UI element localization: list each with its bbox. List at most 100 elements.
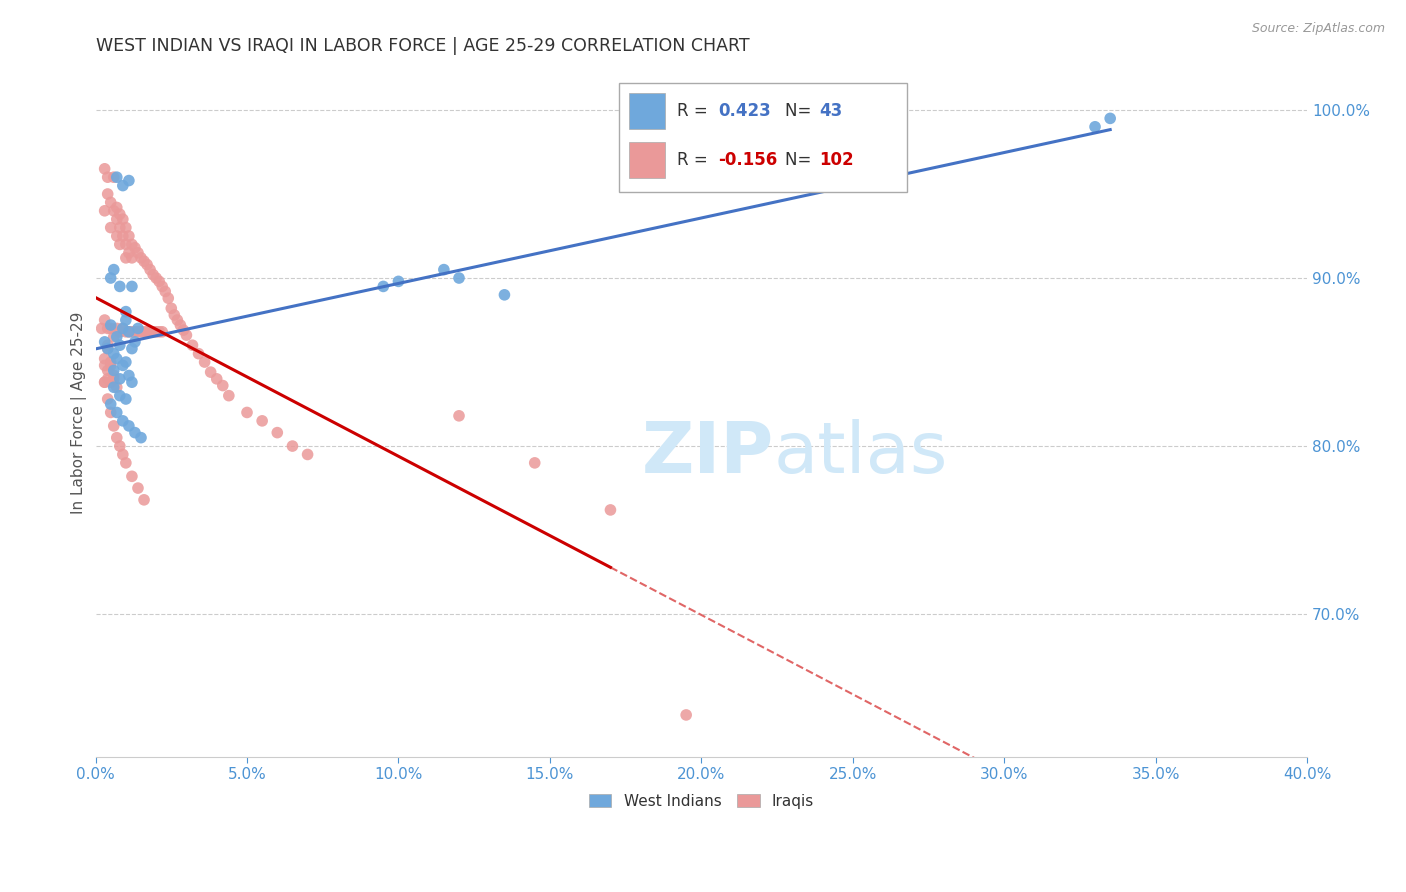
Point	[111, 321, 134, 335]
Point	[523, 456, 546, 470]
Point	[387, 274, 409, 288]
Text: 0.423: 0.423	[718, 103, 770, 120]
Point	[108, 389, 131, 403]
Point	[105, 330, 128, 344]
Point	[111, 178, 134, 193]
Point	[108, 207, 131, 221]
Point	[163, 308, 186, 322]
Point	[194, 355, 217, 369]
Point	[105, 170, 128, 185]
Point	[200, 365, 222, 379]
Text: WEST INDIAN VS IRAQI IN LABOR FORCE | AGE 25-29 CORRELATION CHART: WEST INDIAN VS IRAQI IN LABOR FORCE | AG…	[96, 37, 749, 55]
Point	[447, 409, 470, 423]
Point	[281, 439, 304, 453]
Point	[93, 351, 115, 366]
Point	[111, 212, 134, 227]
Point	[100, 318, 122, 332]
Point	[115, 325, 138, 339]
Point	[373, 279, 395, 293]
Point	[494, 288, 516, 302]
Point	[121, 375, 143, 389]
Point	[100, 220, 122, 235]
Point	[90, 321, 112, 335]
Point	[675, 707, 697, 722]
Point	[150, 325, 173, 339]
Point	[118, 229, 141, 244]
Point	[142, 268, 165, 282]
Point	[115, 237, 138, 252]
Point	[176, 328, 198, 343]
Point	[599, 503, 621, 517]
Point	[108, 325, 131, 339]
Point	[118, 173, 141, 187]
Point	[93, 161, 115, 176]
Point	[105, 229, 128, 244]
Point	[97, 321, 120, 335]
Point	[115, 313, 138, 327]
Point	[118, 418, 141, 433]
Point	[121, 279, 143, 293]
Point	[124, 334, 146, 349]
Point	[433, 262, 456, 277]
FancyBboxPatch shape	[628, 142, 665, 178]
Point	[108, 237, 131, 252]
Point	[97, 338, 120, 352]
Point	[100, 405, 122, 419]
Point	[129, 325, 152, 339]
Point	[181, 338, 204, 352]
Point	[155, 285, 177, 299]
FancyBboxPatch shape	[619, 83, 907, 192]
Point	[115, 304, 138, 318]
Point	[132, 492, 155, 507]
Point	[145, 271, 167, 285]
Point	[211, 378, 233, 392]
Point	[105, 431, 128, 445]
Text: atlas: atlas	[773, 419, 949, 488]
Point	[111, 321, 134, 335]
Point	[103, 380, 125, 394]
Point	[118, 325, 141, 339]
Point	[121, 325, 143, 339]
Text: 102: 102	[818, 151, 853, 169]
Point	[127, 481, 149, 495]
Point	[139, 325, 162, 339]
Point	[145, 325, 167, 339]
Point	[108, 439, 131, 453]
Text: N=: N=	[785, 151, 817, 169]
Point	[447, 271, 470, 285]
Text: N=: N=	[785, 103, 817, 120]
Point	[115, 392, 138, 406]
Point	[108, 279, 131, 293]
Point	[127, 321, 149, 335]
Point	[169, 318, 191, 332]
Point	[100, 321, 122, 335]
Point	[142, 325, 165, 339]
Point	[97, 363, 120, 377]
Point	[1099, 112, 1122, 126]
Text: R =: R =	[678, 151, 713, 169]
Text: R =: R =	[678, 103, 713, 120]
Point	[100, 355, 122, 369]
Point	[157, 291, 180, 305]
Point	[103, 372, 125, 386]
Point	[111, 447, 134, 461]
Point	[108, 220, 131, 235]
Point	[103, 363, 125, 377]
Legend: West Indians, Iraqis: West Indians, Iraqis	[582, 788, 820, 814]
Point	[124, 325, 146, 339]
Point	[266, 425, 288, 440]
Point	[100, 271, 122, 285]
Point	[93, 313, 115, 327]
FancyBboxPatch shape	[628, 94, 665, 129]
Point	[103, 330, 125, 344]
Point	[148, 325, 170, 339]
Point	[115, 251, 138, 265]
Point	[121, 342, 143, 356]
Point	[97, 342, 120, 356]
Text: Source: ZipAtlas.com: Source: ZipAtlas.com	[1251, 22, 1385, 36]
Point	[115, 355, 138, 369]
Point	[97, 342, 120, 356]
Point	[127, 245, 149, 260]
Point	[218, 389, 240, 403]
Text: -0.156: -0.156	[718, 151, 778, 169]
